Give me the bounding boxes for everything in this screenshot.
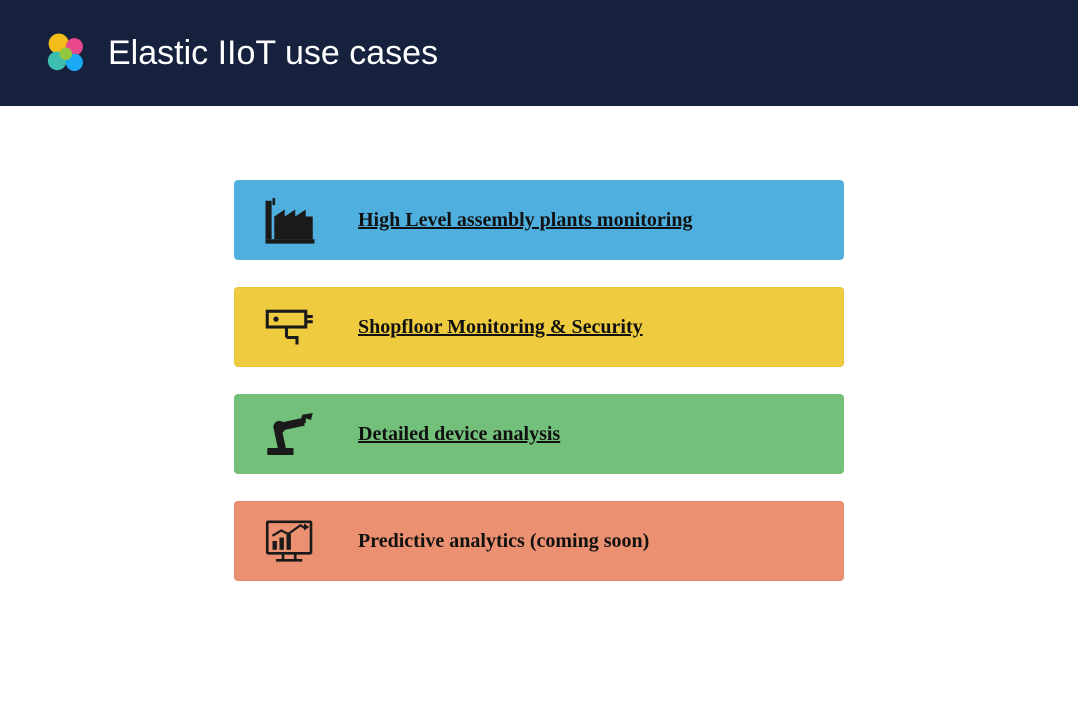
card-label: Predictive analytics (coming soon) xyxy=(358,530,649,553)
elastic-logo-icon xyxy=(40,28,90,78)
card-label: High Level assembly plants monitoring xyxy=(358,209,692,232)
analytics-icon xyxy=(262,516,318,566)
page-header: Elastic IIoT use cases xyxy=(0,0,1078,106)
factory-icon xyxy=(262,195,318,245)
card-shopfloor-security[interactable]: Shopfloor Monitoring & Security xyxy=(234,287,844,367)
robot-arm-icon xyxy=(262,409,318,459)
card-label: Detailed device analysis xyxy=(358,423,560,446)
cards-container: High Level assembly plants monitoring Sh… xyxy=(0,106,1078,581)
card-device-analysis[interactable]: Detailed device analysis xyxy=(234,394,844,474)
camera-icon xyxy=(262,302,318,352)
card-assembly-monitoring[interactable]: High Level assembly plants monitoring xyxy=(234,180,844,260)
page-title: Elastic IIoT use cases xyxy=(108,34,438,73)
card-label: Shopfloor Monitoring & Security xyxy=(358,316,643,339)
card-predictive-analytics: Predictive analytics (coming soon) xyxy=(234,501,844,581)
